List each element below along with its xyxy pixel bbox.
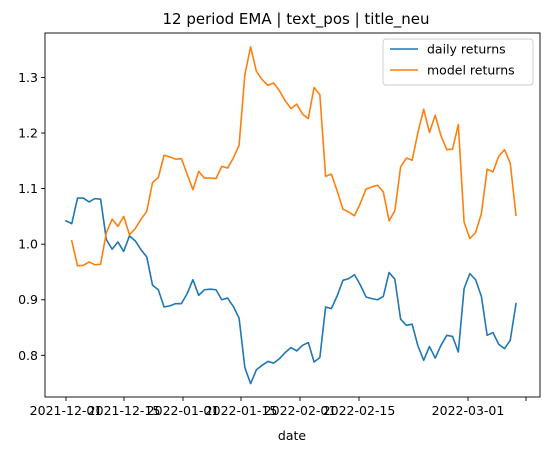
y-tick-label: 1.1 bbox=[18, 181, 38, 196]
legend-label-0: daily returns bbox=[427, 42, 506, 57]
y-tick-label: 1.2 bbox=[18, 126, 38, 141]
y-tick-label: 1.0 bbox=[18, 237, 38, 252]
legend-box bbox=[382, 38, 534, 86]
x-tick-label: 2022-02-01 bbox=[264, 403, 337, 418]
legend: daily returns model returns bbox=[382, 38, 534, 86]
x-tick-label: 2021-12-01 bbox=[30, 403, 103, 418]
x-tick-label: 2022-01-01 bbox=[147, 403, 220, 418]
x-tick-label: 2021-12-15 bbox=[88, 403, 161, 418]
chart-title: 12 period EMA | text_pos | title_neu bbox=[163, 10, 430, 29]
plot-lines bbox=[64, 46, 517, 385]
x-tick-label: 2022-03-01 bbox=[432, 403, 505, 418]
series-line-0 bbox=[64, 197, 517, 385]
legend-label-1: model returns bbox=[427, 63, 515, 78]
y-axis: 0.8 0.9 1.0 1.1 1.2 1.3 bbox=[18, 70, 45, 363]
y-tick-label: 1.3 bbox=[18, 70, 38, 85]
x-axis-label: date bbox=[278, 428, 306, 443]
x-tick-label: 2022-01-15 bbox=[205, 403, 278, 418]
y-tick-label: 0.9 bbox=[18, 292, 38, 307]
x-tick-label: 2022-02-15 bbox=[323, 403, 396, 418]
series-line-1 bbox=[70, 46, 517, 267]
x-axis: 2021-12-012021-12-152022-01-012022-01-15… bbox=[30, 397, 527, 418]
y-tick-label: 0.8 bbox=[18, 348, 38, 363]
axes-frame bbox=[44, 32, 541, 398]
